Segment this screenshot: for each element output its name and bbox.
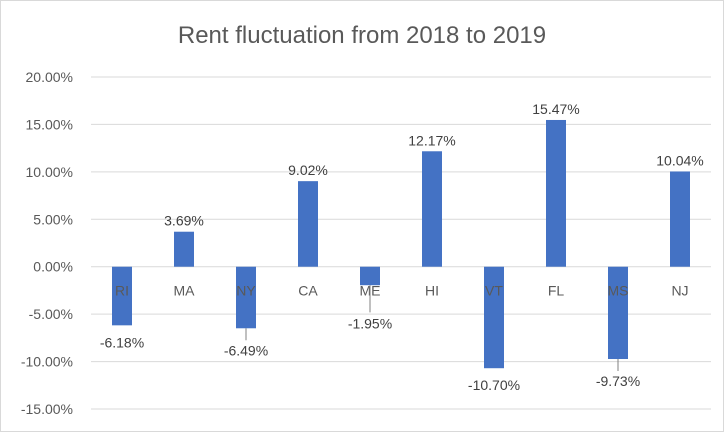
y-tick-label: 0.00% [33, 259, 73, 275]
bar-ny [236, 266, 256, 329]
category-label: FL [548, 283, 565, 299]
data-label: 12.17% [408, 132, 455, 148]
bar-ca [298, 181, 318, 267]
y-tick-label: -10.00% [21, 354, 73, 370]
category-label: MA [174, 283, 196, 299]
y-tick-label: -5.00% [29, 306, 73, 322]
bar-vt [484, 266, 504, 369]
y-tick-label: 20.00% [26, 69, 73, 85]
data-label: 3.69% [164, 213, 204, 229]
category-label: MS [608, 283, 629, 299]
chart-title: Rent fluctuation from 2018 to 2019 [178, 22, 546, 49]
bar-ri [112, 266, 132, 326]
bar-me [360, 266, 380, 286]
data-label: 9.02% [288, 162, 328, 178]
y-axis-tick-labels: 20.00% 15.00% 10.00% 5.00% 0.00% -5.00% -10.00… [21, 69, 73, 417]
bar-nj [670, 171, 690, 267]
bar-fl [546, 119, 566, 267]
category-label: VT [485, 283, 503, 299]
data-label: -1.95% [348, 315, 392, 331]
bar-ms [608, 266, 628, 360]
y-tick-label: -15.00% [21, 401, 73, 417]
category-label: NJ [671, 283, 688, 299]
data-label: -6.18% [100, 334, 144, 350]
category-label: HI [425, 283, 439, 299]
category-label: NY [236, 283, 256, 299]
data-label: -9.73% [596, 373, 640, 389]
category-label: CA [298, 283, 318, 299]
gridlines [91, 76, 711, 410]
category-label: RI [115, 283, 129, 299]
y-tick-label: 10.00% [26, 164, 73, 180]
data-label: 15.47% [532, 101, 579, 117]
category-labels: RI MA NY CA ME HI VT FL MS NJ [115, 283, 689, 299]
bars [112, 119, 690, 369]
data-label: -10.70% [468, 377, 520, 393]
y-tick-label: 5.00% [33, 211, 73, 227]
data-labels: -6.18% 3.69% -6.49% 9.02% -1.95% 12.17% -10.70… [100, 101, 704, 393]
y-tick-label: 15.00% [26, 116, 73, 132]
data-label: 10.04% [656, 152, 703, 168]
data-label: -6.49% [224, 342, 268, 358]
bar-ma [174, 231, 194, 267]
bar-hi [422, 151, 442, 267]
